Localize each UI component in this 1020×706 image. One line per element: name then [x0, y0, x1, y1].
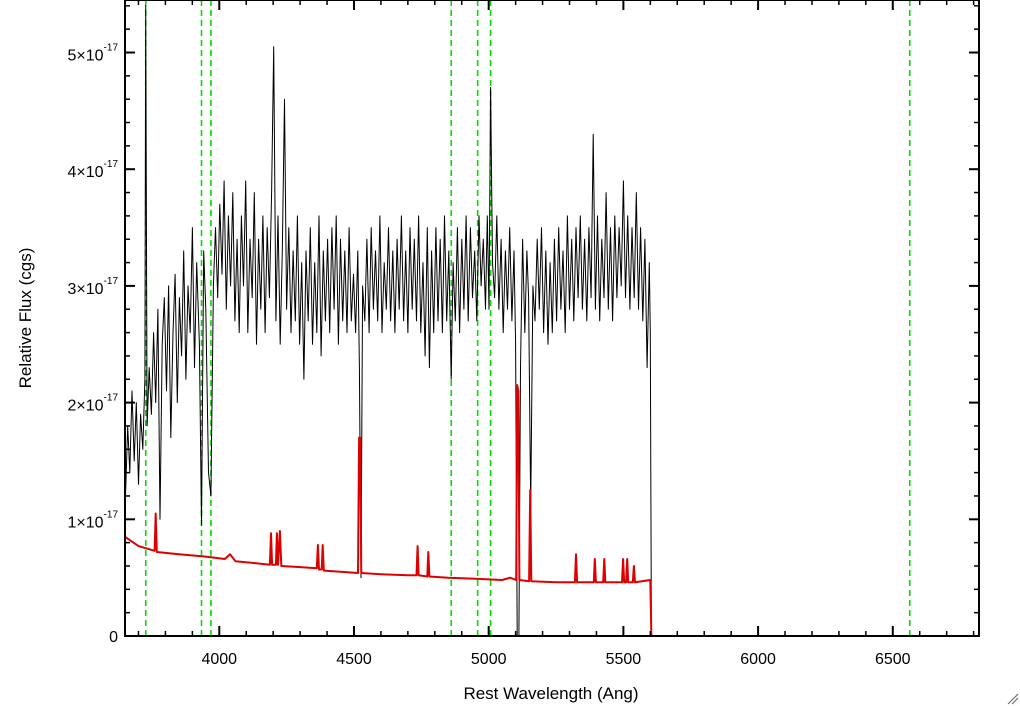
spectrum-series-line [125, 5, 979, 636]
x-tick-label: 6500 [875, 651, 911, 668]
y-tick-label: 3×10-17 [68, 276, 119, 298]
y-tick-label: 5×10-17 [68, 43, 119, 65]
model-series-line [125, 384, 979, 636]
x-tick-label: 5000 [471, 651, 507, 668]
x-tick-label: 4500 [336, 651, 372, 668]
y-tick-label: 2×10-17 [68, 393, 119, 415]
series-layer [125, 5, 979, 636]
y-tick-label: 1×10-17 [68, 509, 119, 531]
x-tick-label: 6000 [740, 651, 776, 668]
y-tick-label: 4×10-17 [68, 159, 119, 181]
y-tick-label: 0 [109, 629, 118, 646]
x-tick-label: 5500 [606, 651, 642, 668]
y-axis-title: Relative Flux (cgs) [16, 248, 35, 389]
x-tick-label: 4000 [201, 651, 237, 668]
x-axis-title: Rest Wavelength (Ang) [463, 684, 638, 703]
x-axis: 4000 4500 5000 5500 6000 6500 [137, 0, 975, 668]
emission-line-markers [144, 0, 911, 636]
y-axis: 0 1×10-17 2×10-17 3×10-17 4×10-17 5×10-17 [68, 5, 979, 646]
resize-grip-icon[interactable] [1007, 693, 1019, 705]
plot-frame [124, 0, 980, 637]
